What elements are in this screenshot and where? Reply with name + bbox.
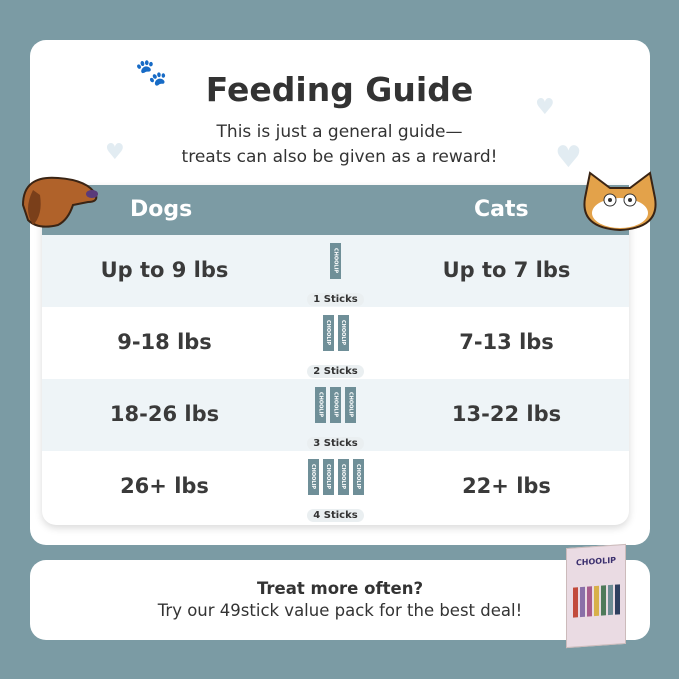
stick-group: CHOOLIP CHOOLIP CHOOLIP CHOOLIP	[287, 459, 384, 495]
stick-count-label: 1 Sticks	[287, 283, 384, 307]
stick-count-label: 2 Sticks	[287, 355, 384, 379]
pack-stick	[579, 586, 585, 618]
pack-brand: CHOOLIP	[575, 555, 617, 568]
stick-icon: CHOOLIP	[352, 459, 364, 495]
stick-group: CHOOLIP CHOOLIP	[287, 315, 384, 351]
promo-text: Try our 49stick value pack for the best …	[157, 601, 523, 620]
page-title: Feeding Guide	[205, 70, 474, 109]
stick-count-text: 1 Sticks	[307, 293, 364, 306]
feeding-table: Dogs Cats Up to 9 lbs CHOOLIP 1 Sticks U…	[42, 185, 629, 525]
subtitle-line: treats can also be given as a reward!	[181, 147, 498, 167]
promo-heading: Treat more often?	[256, 579, 424, 598]
table-header: Dogs Cats	[42, 185, 629, 235]
header-cats: Cats	[474, 197, 529, 222]
dog-illustration-icon	[21, 176, 98, 228]
value-pack-image[interactable]: CHOOLIP	[566, 543, 626, 649]
paw-icon: 🐾	[135, 58, 168, 88]
stick-count-label: 3 Sticks	[287, 427, 384, 451]
stick-count-text: 3 Sticks	[307, 437, 364, 450]
stick-group: CHOOLIP	[287, 243, 384, 279]
header-dogs: Dogs	[130, 197, 193, 222]
stick-icon: CHOOLIP	[337, 459, 349, 495]
pack-stick	[614, 584, 620, 615]
stick-count-text: 4 Sticks	[307, 509, 364, 522]
table-row: 26+ lbs CHOOLIP CHOOLIP CHOOLIP CHOOLIP 4 S…	[42, 451, 629, 523]
cat-weight: 22+ lbs	[462, 474, 551, 498]
stick-icon: CHOOLIP	[322, 459, 334, 495]
pack-stick	[607, 584, 613, 616]
dog-weight: 9-18 lbs	[117, 330, 212, 354]
table-row: 9-18 lbs CHOOLIP CHOOLIP 2 Sticks 7-13 lb…	[42, 307, 629, 379]
heart-icon: ♥	[535, 95, 555, 120]
stick-icon: CHOOLIP	[337, 315, 349, 351]
stick-icon: CHOOLIP	[330, 243, 341, 279]
dog-weight: Up to 9 lbs	[100, 258, 229, 282]
stick-count-label: 4 Sticks	[287, 499, 384, 523]
cat-weight: 7-13 lbs	[459, 330, 554, 354]
cat-weight: Up to 7 lbs	[442, 258, 571, 282]
stick-icon: CHOOLIP	[307, 459, 319, 495]
cat-illustration-icon	[583, 171, 657, 232]
cat-weight: 13-22 lbs	[451, 402, 562, 426]
table-row: Up to 9 lbs CHOOLIP 1 Sticks Up to 7 lbs	[42, 235, 629, 307]
subtitle-line: This is just a general guide—	[216, 122, 463, 142]
dog-weight: 18-26 lbs	[109, 402, 220, 426]
pack-stick	[572, 587, 578, 618]
heart-icon: ♥	[105, 140, 125, 165]
stick-icon: CHOOLIP	[322, 315, 334, 351]
heart-icon: ♥	[555, 140, 582, 175]
stick-icon: CHOOLIP	[315, 387, 326, 423]
stick-icon: CHOOLIP	[330, 387, 341, 423]
dog-weight: 26+ lbs	[120, 474, 209, 498]
stick-icon: CHOOLIP	[345, 387, 356, 423]
subtitle: This is just a general guide— treats can…	[0, 120, 679, 170]
pack-stick	[593, 585, 599, 617]
pack-stick	[600, 585, 606, 616]
promo-banner: Treat more often? Try our 49stick value …	[30, 560, 650, 640]
pack-stick	[586, 586, 592, 617]
stick-group: CHOOLIP CHOOLIP CHOOLIP	[287, 387, 384, 423]
stick-count-text: 2 Sticks	[307, 365, 364, 378]
table-row: 18-26 lbs CHOOLIP CHOOLIP CHOOLIP 3 Sticks…	[42, 379, 629, 451]
